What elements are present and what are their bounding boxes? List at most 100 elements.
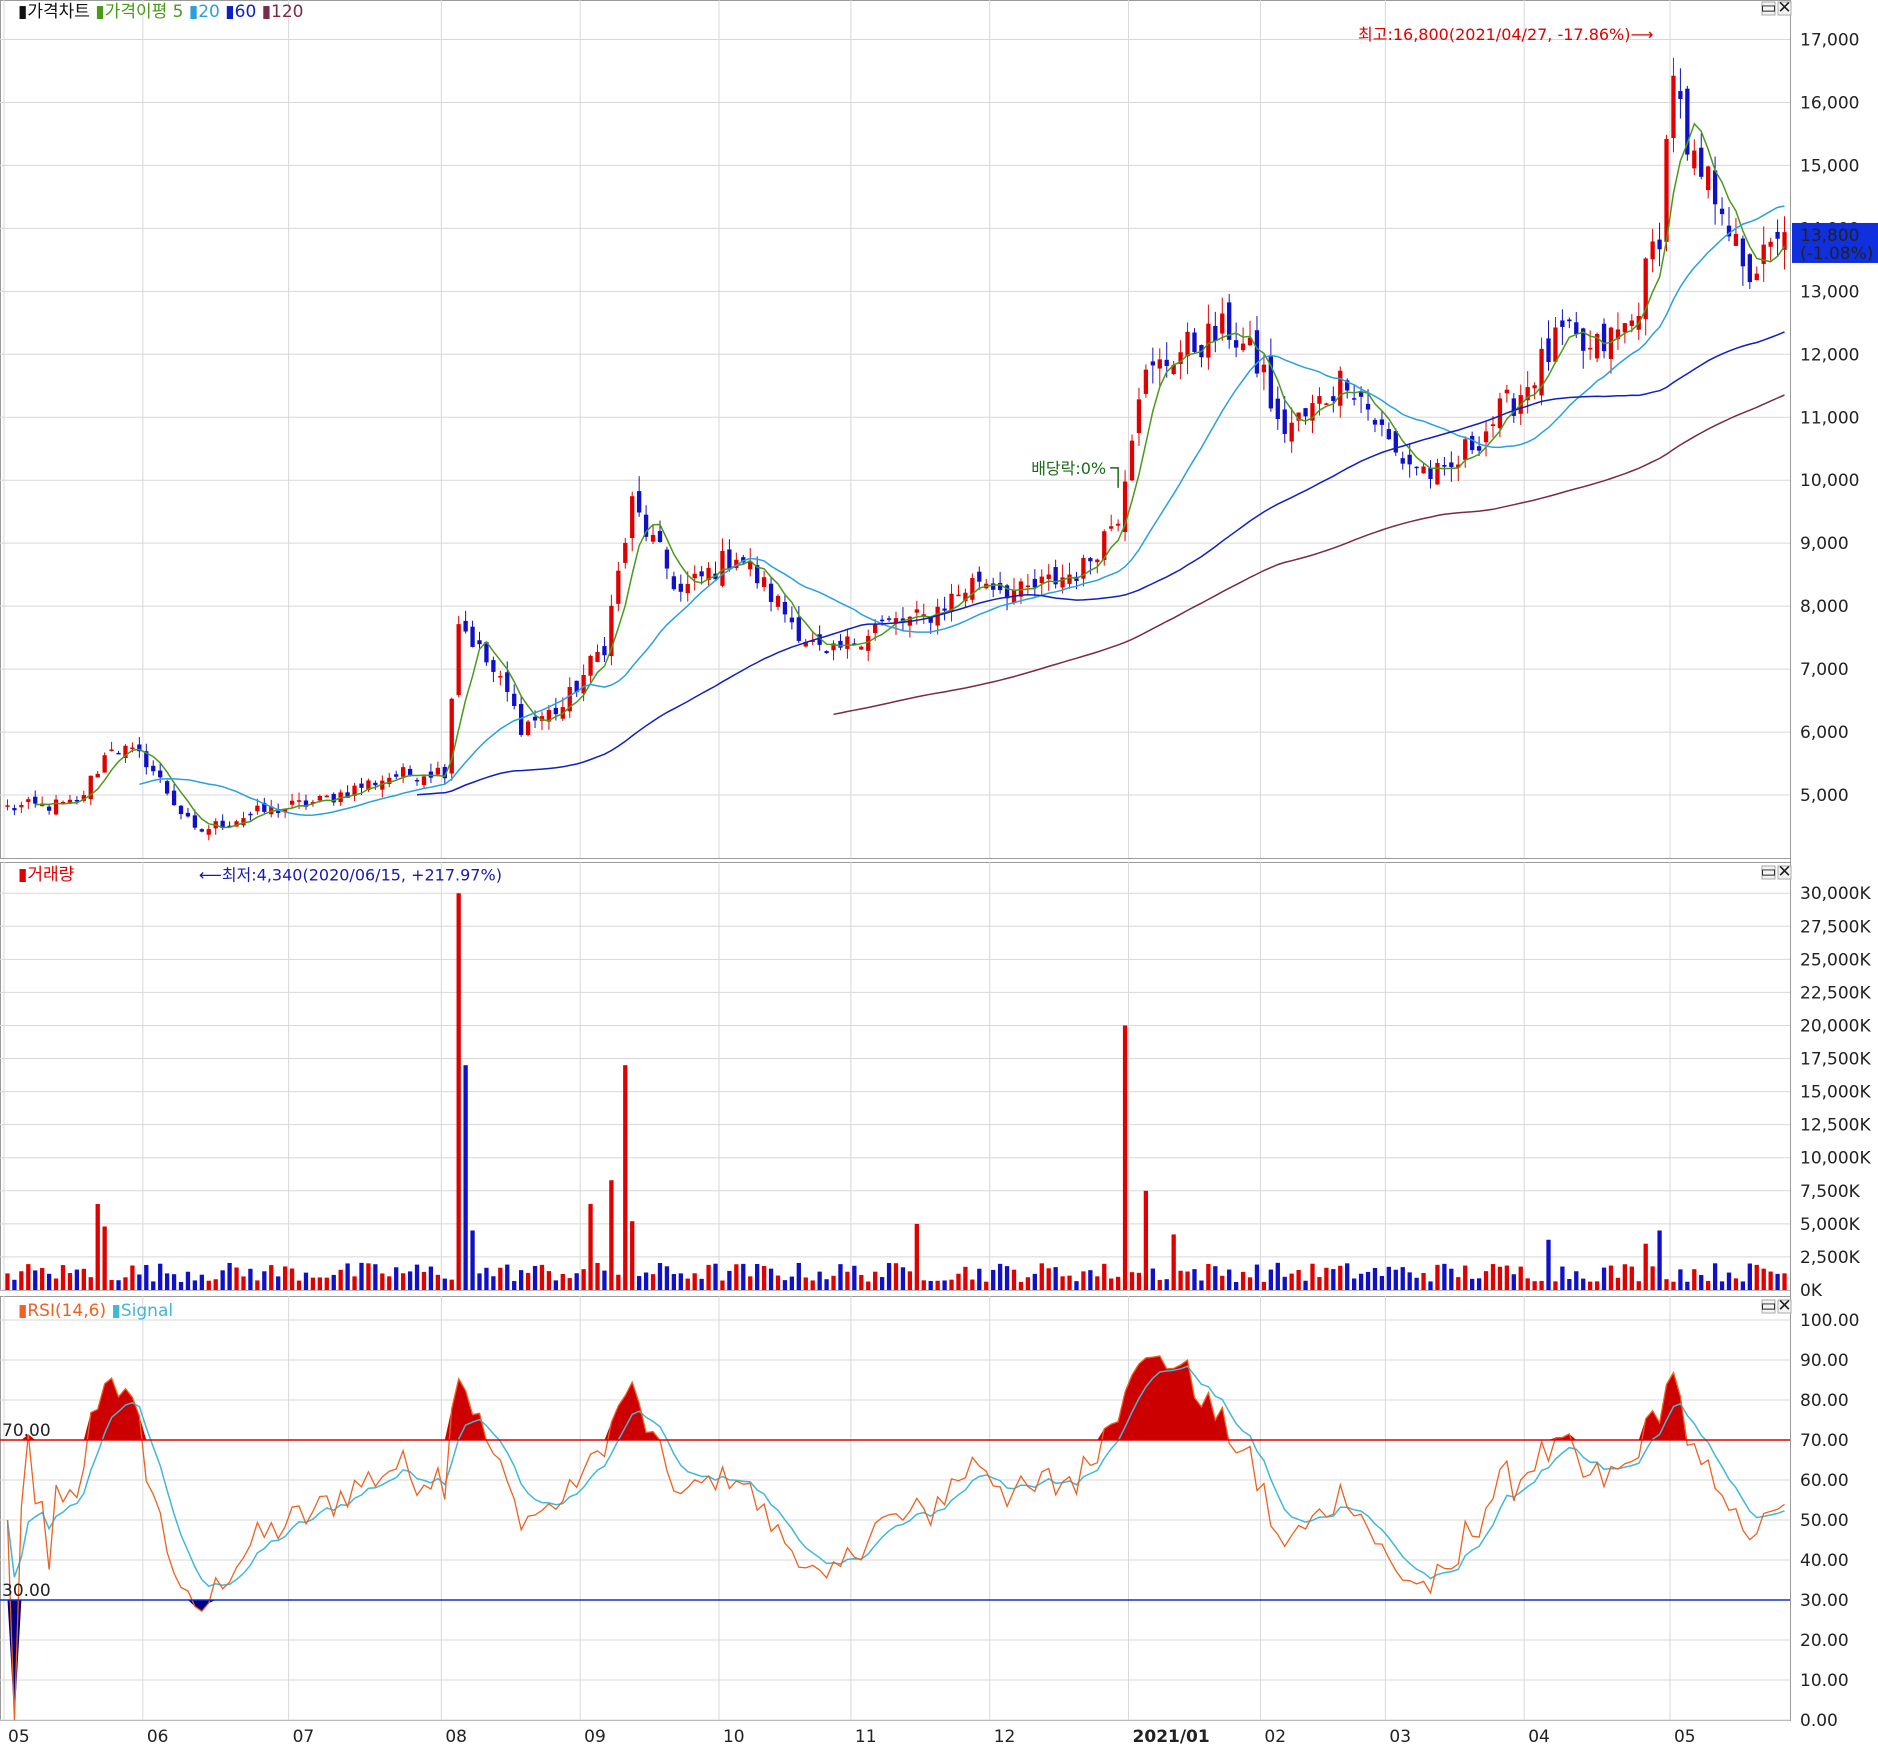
volume-bar[interactable] bbox=[74, 1269, 80, 1290]
volume-bar[interactable] bbox=[1247, 1277, 1253, 1290]
candle[interactable] bbox=[1532, 385, 1537, 389]
candle[interactable] bbox=[1657, 239, 1662, 250]
volume-bar[interactable] bbox=[1053, 1267, 1058, 1290]
candle[interactable] bbox=[366, 780, 371, 790]
candle[interactable] bbox=[1088, 558, 1093, 562]
volume-bar[interactable] bbox=[595, 1262, 600, 1290]
volume-bar[interactable] bbox=[1435, 1264, 1440, 1290]
volume-bar[interactable] bbox=[387, 1276, 392, 1290]
candle[interactable] bbox=[1268, 355, 1274, 409]
candle[interactable] bbox=[26, 799, 31, 803]
candle[interactable] bbox=[484, 642, 489, 663]
volume-bar[interactable] bbox=[859, 1275, 864, 1290]
candle[interactable] bbox=[1449, 462, 1454, 468]
volume-bar[interactable] bbox=[803, 1277, 808, 1290]
volume-bar[interactable] bbox=[970, 1279, 975, 1290]
candle[interactable] bbox=[1233, 340, 1239, 348]
volume-bar[interactable] bbox=[255, 1280, 260, 1290]
candle[interactable] bbox=[1726, 225, 1732, 237]
volume-bar[interactable] bbox=[630, 1221, 635, 1290]
candle[interactable] bbox=[463, 620, 468, 632]
volume-bar[interactable] bbox=[470, 1230, 475, 1290]
volume-bar[interactable] bbox=[178, 1282, 184, 1290]
candle[interactable] bbox=[546, 709, 552, 722]
candle[interactable] bbox=[1254, 330, 1260, 374]
volume-bar[interactable] bbox=[400, 1273, 406, 1290]
volume-bar[interactable] bbox=[1296, 1269, 1301, 1290]
volume-bar[interactable] bbox=[158, 1263, 163, 1290]
candle[interactable] bbox=[831, 643, 836, 651]
candle[interactable] bbox=[1775, 231, 1780, 239]
candle[interactable] bbox=[741, 557, 746, 563]
candle[interactable] bbox=[442, 766, 447, 779]
volume-bar[interactable] bbox=[1636, 1281, 1641, 1290]
candle[interactable] bbox=[1220, 313, 1225, 334]
candle[interactable] bbox=[394, 774, 399, 777]
volume-bar[interactable] bbox=[1324, 1267, 1329, 1290]
volume-bar[interactable] bbox=[1594, 1281, 1600, 1290]
volume-bar[interactable] bbox=[1213, 1266, 1218, 1290]
candle[interactable] bbox=[1414, 466, 1419, 469]
candle[interactable] bbox=[192, 815, 198, 828]
volume-bar[interactable] bbox=[394, 1267, 399, 1290]
volume-bar[interactable] bbox=[886, 1263, 892, 1290]
volume-bar[interactable] bbox=[775, 1275, 781, 1290]
candle[interactable] bbox=[1171, 364, 1176, 375]
volume-bar[interactable] bbox=[602, 1270, 607, 1290]
price-window-button[interactable] bbox=[1777, 1, 1792, 16]
volume-bar[interactable] bbox=[1726, 1272, 1732, 1290]
volume-bar[interactable] bbox=[643, 1272, 649, 1290]
candle[interactable] bbox=[1497, 398, 1503, 429]
volume-bar[interactable] bbox=[1199, 1280, 1204, 1290]
volume-bar[interactable] bbox=[428, 1266, 434, 1290]
volume-bar[interactable] bbox=[262, 1271, 267, 1290]
candle[interactable] bbox=[1442, 464, 1447, 467]
volume-bar[interactable] bbox=[789, 1276, 795, 1290]
candle[interactable] bbox=[345, 792, 350, 798]
volume-bar[interactable] bbox=[761, 1265, 767, 1290]
candle[interactable] bbox=[602, 646, 607, 656]
candle[interactable] bbox=[1379, 419, 1385, 425]
candle[interactable] bbox=[1150, 361, 1155, 366]
candle[interactable] bbox=[727, 549, 732, 570]
candle[interactable] bbox=[1351, 398, 1357, 400]
candle[interactable] bbox=[914, 609, 919, 613]
candle[interactable] bbox=[1032, 578, 1037, 588]
volume-bar[interactable] bbox=[1331, 1269, 1336, 1290]
candle[interactable] bbox=[1157, 359, 1162, 369]
candle[interactable] bbox=[1136, 399, 1142, 434]
candle[interactable] bbox=[123, 745, 128, 758]
candle[interactable] bbox=[60, 801, 66, 804]
volume-bar[interactable] bbox=[1768, 1271, 1773, 1290]
volume-bar[interactable] bbox=[706, 1264, 711, 1290]
volume-bar[interactable] bbox=[192, 1280, 198, 1290]
volume-bar[interactable] bbox=[449, 1279, 454, 1290]
volume-bar[interactable] bbox=[734, 1264, 739, 1290]
volume-bar[interactable] bbox=[921, 1280, 926, 1290]
candle[interactable] bbox=[470, 626, 475, 647]
candle[interactable] bbox=[706, 567, 711, 581]
volume-bar[interactable] bbox=[1497, 1266, 1503, 1290]
candle[interactable] bbox=[421, 776, 427, 785]
candle[interactable] bbox=[977, 571, 982, 582]
candle[interactable] bbox=[1588, 347, 1593, 350]
volume-bar[interactable] bbox=[1011, 1269, 1017, 1290]
candle[interactable] bbox=[1338, 370, 1343, 406]
candle[interactable] bbox=[1470, 435, 1475, 451]
candle[interactable] bbox=[1400, 458, 1405, 464]
volume-bar[interactable] bbox=[289, 1268, 295, 1290]
volume-bar[interactable] bbox=[1560, 1266, 1565, 1290]
volume-bar[interactable] bbox=[1074, 1281, 1079, 1290]
volume-bar[interactable] bbox=[1685, 1281, 1690, 1290]
candle[interactable] bbox=[1740, 238, 1746, 267]
candle[interactable] bbox=[581, 674, 586, 694]
volume-bar[interactable] bbox=[852, 1265, 857, 1290]
volume-bar[interactable] bbox=[984, 1281, 989, 1290]
volume-bar[interactable] bbox=[88, 1277, 93, 1290]
candle[interactable] bbox=[734, 559, 739, 569]
volume-bar[interactable] bbox=[1178, 1270, 1183, 1290]
volume-bar[interactable] bbox=[935, 1280, 940, 1290]
volume-bar[interactable] bbox=[637, 1276, 642, 1290]
volume-bar[interactable] bbox=[1407, 1272, 1412, 1290]
volume-bar[interactable] bbox=[234, 1267, 239, 1290]
